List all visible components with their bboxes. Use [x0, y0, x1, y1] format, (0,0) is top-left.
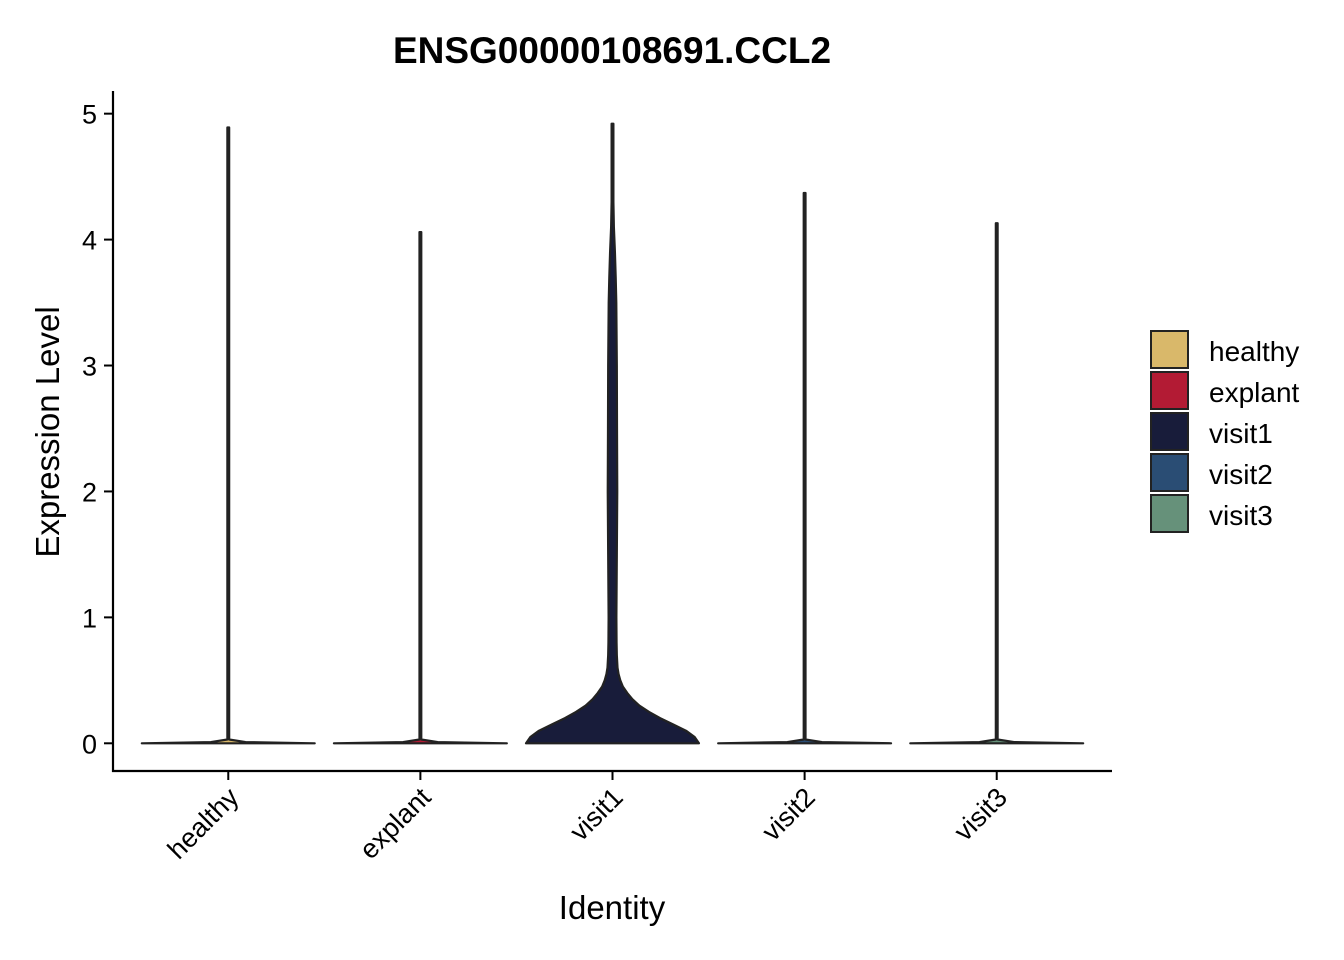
x-tick-label: visit2 — [756, 782, 821, 847]
y-tick-label: 2 — [82, 477, 97, 507]
x-axis-ticks: healthy explant visit1 visit2 visit3 — [162, 771, 1013, 865]
y-tick-label: 3 — [82, 352, 97, 382]
legend-swatch-healthy — [1150, 330, 1189, 369]
violin-healthy — [140, 126, 316, 745]
y-tick-label: 1 — [82, 603, 97, 633]
legend-swatch-explant — [1150, 371, 1189, 410]
legend-label: visit2 — [1209, 459, 1273, 490]
x-axis-title: Identity — [559, 889, 666, 926]
legend-swatch-visit3 — [1150, 494, 1189, 533]
violin-visit1 — [524, 122, 701, 745]
plot-area — [140, 122, 1085, 745]
legend-label: visit3 — [1209, 500, 1273, 531]
violin-visit2 — [717, 191, 893, 745]
legend-label: visit1 — [1209, 418, 1273, 449]
y-axis-ticks: 0 1 2 3 4 5 — [82, 100, 113, 759]
legend: healthy explant visit1 visit2 visit3 — [1150, 330, 1300, 533]
legend-swatch-visit2 — [1150, 453, 1189, 492]
y-tick-label: 5 — [82, 100, 97, 130]
legend-label: healthy — [1209, 336, 1299, 367]
chart-title: ENSG00000108691.CCL2 — [393, 30, 831, 71]
y-tick-label: 4 — [82, 226, 97, 256]
y-tick-label: 0 — [82, 729, 97, 759]
violin-explant — [332, 230, 508, 745]
x-tick-label: healthy — [162, 782, 245, 865]
x-tick-label: explant — [354, 782, 437, 865]
x-tick-label: visit1 — [564, 782, 629, 847]
violin-visit3 — [909, 222, 1085, 745]
legend-swatch-visit1 — [1150, 412, 1189, 451]
legend-label: explant — [1209, 377, 1300, 408]
x-tick-label: visit3 — [948, 782, 1013, 847]
y-axis-title: Expression Level — [29, 306, 66, 557]
